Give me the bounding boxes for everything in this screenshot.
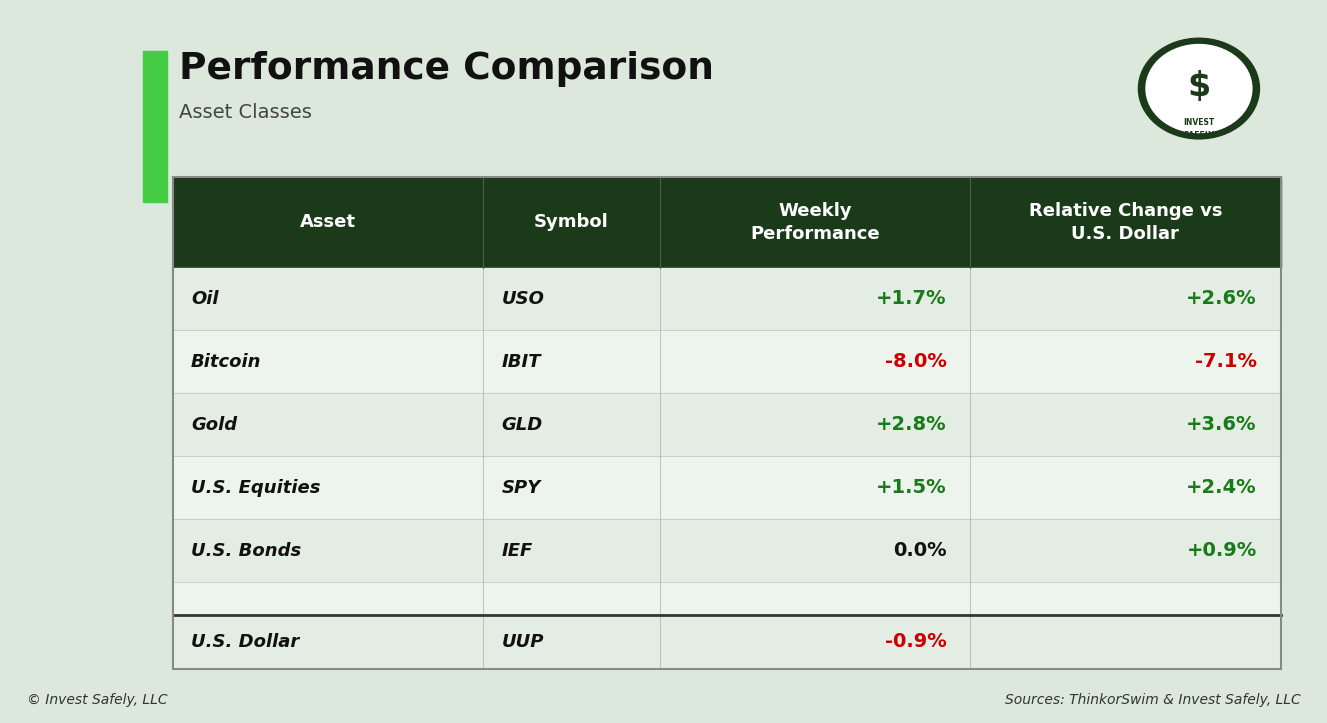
Text: U.S. Dollar: U.S. Dollar	[191, 633, 300, 651]
Text: U.S. Equities: U.S. Equities	[191, 479, 321, 497]
Text: +3.6%: +3.6%	[1186, 415, 1257, 435]
Text: +0.9%: +0.9%	[1186, 541, 1257, 560]
Text: -7.1%: -7.1%	[1194, 352, 1257, 372]
Text: Gold: Gold	[191, 416, 238, 434]
Text: 0.0%: 0.0%	[893, 541, 946, 560]
Text: +2.6%: +2.6%	[1186, 289, 1257, 309]
Text: Asset Classes: Asset Classes	[179, 103, 312, 121]
Text: Oil: Oil	[191, 290, 219, 308]
Text: Performance Comparison: Performance Comparison	[179, 51, 714, 87]
Text: USO: USO	[502, 290, 544, 308]
Text: GLD: GLD	[502, 416, 543, 434]
Text: Relative Change vs
U.S. Dollar: Relative Change vs U.S. Dollar	[1028, 202, 1222, 243]
Text: Bitcoin: Bitcoin	[191, 353, 261, 371]
Text: UUP: UUP	[502, 633, 544, 651]
Text: Sources: ThinkorSwim & Invest Safely, LLC: Sources: ThinkorSwim & Invest Safely, LL…	[1005, 693, 1300, 707]
Text: INVEST: INVEST	[1184, 118, 1214, 127]
Text: +2.8%: +2.8%	[876, 415, 946, 435]
Text: IEF: IEF	[502, 542, 532, 560]
Text: IBIT: IBIT	[502, 353, 541, 371]
Text: U.S. Bonds: U.S. Bonds	[191, 542, 301, 560]
Text: Symbol: Symbol	[533, 213, 609, 231]
Text: SAFELY: SAFELY	[1184, 132, 1214, 140]
Text: $: $	[1188, 70, 1210, 103]
Text: Weekly
Performance: Weekly Performance	[750, 202, 880, 243]
Text: -0.9%: -0.9%	[885, 632, 946, 651]
Circle shape	[1147, 45, 1251, 132]
Text: +2.4%: +2.4%	[1186, 478, 1257, 497]
Text: SPY: SPY	[502, 479, 540, 497]
Text: +1.5%: +1.5%	[876, 478, 946, 497]
Text: +1.7%: +1.7%	[876, 289, 946, 309]
Circle shape	[1139, 38, 1259, 139]
Text: -8.0%: -8.0%	[885, 352, 946, 372]
Text: © Invest Safely, LLC: © Invest Safely, LLC	[27, 693, 167, 707]
Text: Asset: Asset	[300, 213, 356, 231]
